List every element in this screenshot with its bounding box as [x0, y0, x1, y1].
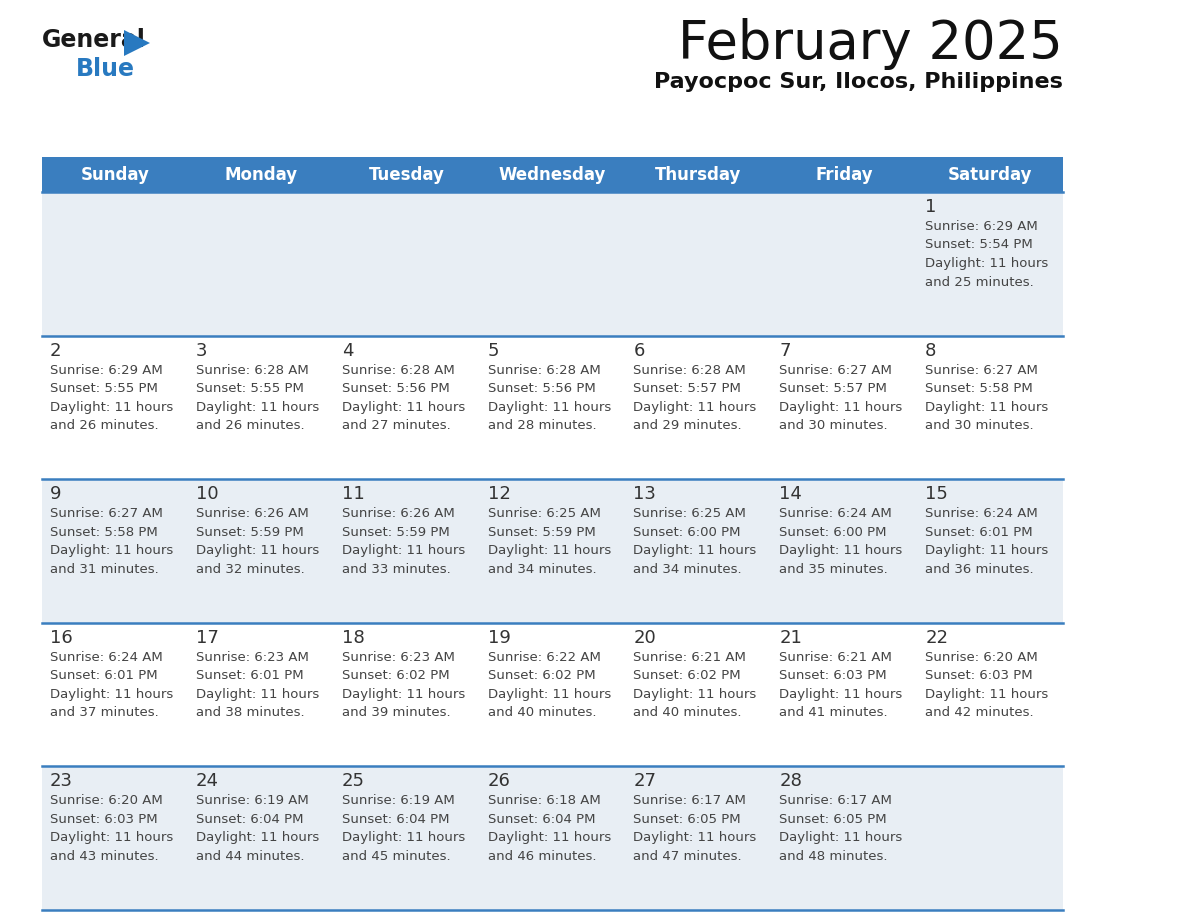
- Text: 5: 5: [487, 341, 499, 360]
- Text: Sunrise: 6:24 AM
Sunset: 6:01 PM
Daylight: 11 hours
and 36 minutes.: Sunrise: 6:24 AM Sunset: 6:01 PM Dayligh…: [925, 508, 1048, 576]
- Text: Saturday: Saturday: [948, 165, 1032, 184]
- Bar: [42, 479, 1063, 622]
- Text: 20: 20: [633, 629, 656, 647]
- Text: 14: 14: [779, 486, 802, 503]
- Text: Thursday: Thursday: [655, 165, 741, 184]
- Text: Sunrise: 6:25 AM
Sunset: 5:59 PM
Daylight: 11 hours
and 34 minutes.: Sunrise: 6:25 AM Sunset: 5:59 PM Dayligh…: [487, 508, 611, 576]
- Text: 4: 4: [342, 341, 353, 360]
- Text: 7: 7: [779, 341, 791, 360]
- Text: 28: 28: [779, 772, 802, 790]
- Text: Sunrise: 6:27 AM
Sunset: 5:58 PM
Daylight: 11 hours
and 30 minutes.: Sunrise: 6:27 AM Sunset: 5:58 PM Dayligh…: [925, 364, 1048, 432]
- Bar: [42, 622, 1063, 767]
- Text: Monday: Monday: [225, 165, 297, 184]
- Text: Sunrise: 6:17 AM
Sunset: 6:05 PM
Daylight: 11 hours
and 47 minutes.: Sunrise: 6:17 AM Sunset: 6:05 PM Dayligh…: [633, 794, 757, 863]
- Text: 24: 24: [196, 772, 219, 790]
- Text: Sunrise: 6:22 AM
Sunset: 6:02 PM
Daylight: 11 hours
and 40 minutes.: Sunrise: 6:22 AM Sunset: 6:02 PM Dayligh…: [487, 651, 611, 720]
- Text: Sunrise: 6:26 AM
Sunset: 5:59 PM
Daylight: 11 hours
and 32 minutes.: Sunrise: 6:26 AM Sunset: 5:59 PM Dayligh…: [196, 508, 320, 576]
- Text: Sunrise: 6:21 AM
Sunset: 6:03 PM
Daylight: 11 hours
and 41 minutes.: Sunrise: 6:21 AM Sunset: 6:03 PM Dayligh…: [779, 651, 903, 720]
- Text: Sunrise: 6:20 AM
Sunset: 6:03 PM
Daylight: 11 hours
and 43 minutes.: Sunrise: 6:20 AM Sunset: 6:03 PM Dayligh…: [50, 794, 173, 863]
- Text: Wednesday: Wednesday: [499, 165, 606, 184]
- Text: Tuesday: Tuesday: [368, 165, 444, 184]
- Text: Sunrise: 6:28 AM
Sunset: 5:57 PM
Daylight: 11 hours
and 29 minutes.: Sunrise: 6:28 AM Sunset: 5:57 PM Dayligh…: [633, 364, 757, 432]
- Text: Sunrise: 6:29 AM
Sunset: 5:55 PM
Daylight: 11 hours
and 26 minutes.: Sunrise: 6:29 AM Sunset: 5:55 PM Dayligh…: [50, 364, 173, 432]
- Text: Sunrise: 6:20 AM
Sunset: 6:03 PM
Daylight: 11 hours
and 42 minutes.: Sunrise: 6:20 AM Sunset: 6:03 PM Dayligh…: [925, 651, 1048, 720]
- Text: Sunrise: 6:28 AM
Sunset: 5:55 PM
Daylight: 11 hours
and 26 minutes.: Sunrise: 6:28 AM Sunset: 5:55 PM Dayligh…: [196, 364, 320, 432]
- Text: 13: 13: [633, 486, 656, 503]
- Text: 11: 11: [342, 486, 365, 503]
- Text: Friday: Friday: [815, 165, 873, 184]
- Text: Payocpoc Sur, Ilocos, Philippines: Payocpoc Sur, Ilocos, Philippines: [655, 72, 1063, 92]
- Text: Sunrise: 6:24 AM
Sunset: 6:00 PM
Daylight: 11 hours
and 35 minutes.: Sunrise: 6:24 AM Sunset: 6:00 PM Dayligh…: [779, 508, 903, 576]
- Text: 18: 18: [342, 629, 365, 647]
- Text: 12: 12: [487, 486, 511, 503]
- Text: 17: 17: [196, 629, 219, 647]
- Text: 16: 16: [50, 629, 72, 647]
- Text: Sunrise: 6:26 AM
Sunset: 5:59 PM
Daylight: 11 hours
and 33 minutes.: Sunrise: 6:26 AM Sunset: 5:59 PM Dayligh…: [342, 508, 465, 576]
- Text: Sunrise: 6:28 AM
Sunset: 5:56 PM
Daylight: 11 hours
and 27 minutes.: Sunrise: 6:28 AM Sunset: 5:56 PM Dayligh…: [342, 364, 465, 432]
- Bar: [42, 157, 1063, 192]
- Text: 26: 26: [487, 772, 511, 790]
- Text: 21: 21: [779, 629, 802, 647]
- Bar: [42, 336, 1063, 479]
- Text: Sunrise: 6:25 AM
Sunset: 6:00 PM
Daylight: 11 hours
and 34 minutes.: Sunrise: 6:25 AM Sunset: 6:00 PM Dayligh…: [633, 508, 757, 576]
- Text: February 2025: February 2025: [678, 18, 1063, 70]
- Polygon shape: [124, 30, 150, 56]
- Bar: [42, 767, 1063, 910]
- Text: 9: 9: [50, 486, 62, 503]
- Text: Sunrise: 6:19 AM
Sunset: 6:04 PM
Daylight: 11 hours
and 45 minutes.: Sunrise: 6:19 AM Sunset: 6:04 PM Dayligh…: [342, 794, 465, 863]
- Text: 3: 3: [196, 341, 208, 360]
- Text: Sunrise: 6:21 AM
Sunset: 6:02 PM
Daylight: 11 hours
and 40 minutes.: Sunrise: 6:21 AM Sunset: 6:02 PM Dayligh…: [633, 651, 757, 720]
- Text: 27: 27: [633, 772, 657, 790]
- Text: 25: 25: [342, 772, 365, 790]
- Text: 2: 2: [50, 341, 62, 360]
- Text: 10: 10: [196, 486, 219, 503]
- Text: 8: 8: [925, 341, 936, 360]
- Text: 22: 22: [925, 629, 948, 647]
- Text: Sunrise: 6:28 AM
Sunset: 5:56 PM
Daylight: 11 hours
and 28 minutes.: Sunrise: 6:28 AM Sunset: 5:56 PM Dayligh…: [487, 364, 611, 432]
- Text: Blue: Blue: [76, 57, 135, 81]
- Text: Sunrise: 6:17 AM
Sunset: 6:05 PM
Daylight: 11 hours
and 48 minutes.: Sunrise: 6:17 AM Sunset: 6:05 PM Dayligh…: [779, 794, 903, 863]
- Text: 19: 19: [487, 629, 511, 647]
- Text: Sunrise: 6:27 AM
Sunset: 5:57 PM
Daylight: 11 hours
and 30 minutes.: Sunrise: 6:27 AM Sunset: 5:57 PM Dayligh…: [779, 364, 903, 432]
- Text: Sunrise: 6:19 AM
Sunset: 6:04 PM
Daylight: 11 hours
and 44 minutes.: Sunrise: 6:19 AM Sunset: 6:04 PM Dayligh…: [196, 794, 320, 863]
- Text: 15: 15: [925, 486, 948, 503]
- Text: Sunrise: 6:29 AM
Sunset: 5:54 PM
Daylight: 11 hours
and 25 minutes.: Sunrise: 6:29 AM Sunset: 5:54 PM Dayligh…: [925, 220, 1048, 288]
- Text: Sunrise: 6:23 AM
Sunset: 6:01 PM
Daylight: 11 hours
and 38 minutes.: Sunrise: 6:23 AM Sunset: 6:01 PM Dayligh…: [196, 651, 320, 720]
- Text: General: General: [42, 28, 146, 52]
- Text: Sunrise: 6:27 AM
Sunset: 5:58 PM
Daylight: 11 hours
and 31 minutes.: Sunrise: 6:27 AM Sunset: 5:58 PM Dayligh…: [50, 508, 173, 576]
- Bar: [42, 192, 1063, 336]
- Text: Sunrise: 6:18 AM
Sunset: 6:04 PM
Daylight: 11 hours
and 46 minutes.: Sunrise: 6:18 AM Sunset: 6:04 PM Dayligh…: [487, 794, 611, 863]
- Text: Sunrise: 6:24 AM
Sunset: 6:01 PM
Daylight: 11 hours
and 37 minutes.: Sunrise: 6:24 AM Sunset: 6:01 PM Dayligh…: [50, 651, 173, 720]
- Text: 1: 1: [925, 198, 936, 216]
- Text: 23: 23: [50, 772, 72, 790]
- Text: Sunday: Sunday: [81, 165, 150, 184]
- Text: Sunrise: 6:23 AM
Sunset: 6:02 PM
Daylight: 11 hours
and 39 minutes.: Sunrise: 6:23 AM Sunset: 6:02 PM Dayligh…: [342, 651, 465, 720]
- Text: 6: 6: [633, 341, 645, 360]
